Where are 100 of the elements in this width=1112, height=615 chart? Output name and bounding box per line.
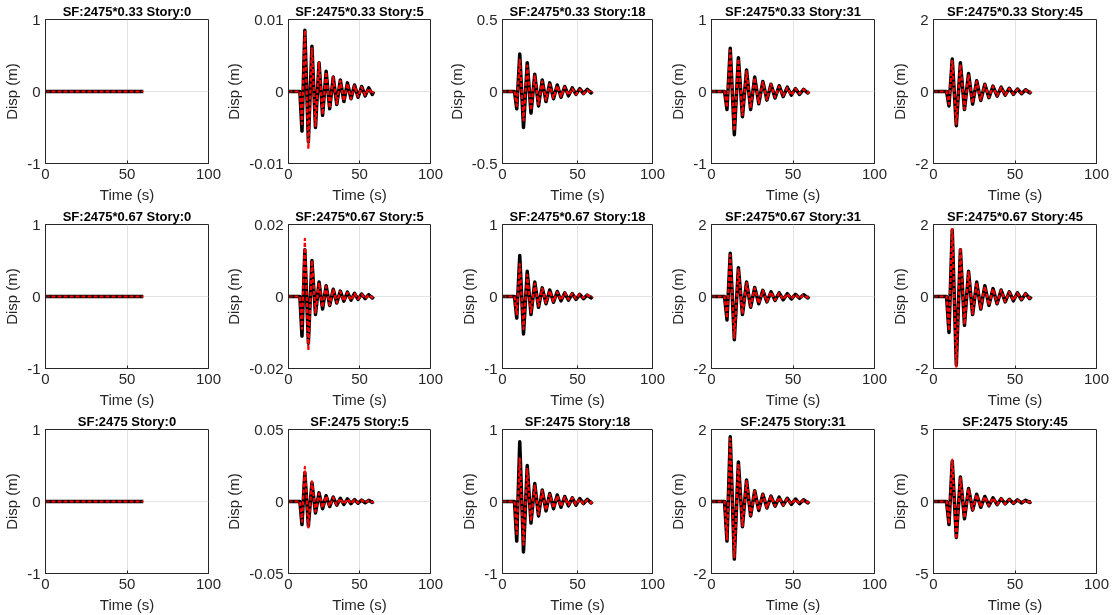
y-tick-label: 0 xyxy=(698,82,707,100)
x-tick-label: 50 xyxy=(784,164,802,182)
y-axis-title: Disp (m) xyxy=(891,268,909,325)
x-tick-label: 100 xyxy=(639,369,666,387)
x-axis-title: Time (s) xyxy=(99,185,155,203)
y-tick-label: 0.05 xyxy=(254,420,284,438)
y-tick-label: 0.5 xyxy=(476,10,498,28)
y-tick-label: 1 xyxy=(32,215,41,233)
x-tick-label: 100 xyxy=(861,574,888,592)
x-tick-label: 50 xyxy=(118,574,136,592)
y-tick-label: -1 xyxy=(484,359,498,377)
y-axis-title: Disp (m) xyxy=(3,63,21,120)
y-tick-label: 0 xyxy=(32,492,41,510)
x-tick-label: 50 xyxy=(118,164,136,182)
y-tick-label: 0 xyxy=(275,82,284,100)
x-tick-label: 50 xyxy=(569,164,586,182)
x-axis-title: Time (s) xyxy=(550,595,605,613)
y-tick-label: 0.02 xyxy=(254,215,284,233)
x-tick-label: 100 xyxy=(861,164,888,182)
chart-title: SF:2475*0.67 Story:18 xyxy=(509,208,646,224)
x-tick-label: 100 xyxy=(417,164,444,182)
x-tick-label: 50 xyxy=(784,369,802,387)
y-axis-title: Disp (m) xyxy=(225,268,243,325)
y-axis-title: Disp (m) xyxy=(669,63,687,120)
x-tick-label: 50 xyxy=(351,574,368,592)
y-tick-label: 1 xyxy=(698,10,707,28)
y-tick-label: 0 xyxy=(489,287,498,305)
x-axis-title: Time (s) xyxy=(99,390,155,408)
x-tick-label: 50 xyxy=(351,369,368,387)
y-tick-label: -0.05 xyxy=(249,564,284,582)
y-axis-title: Disp (m) xyxy=(225,473,243,530)
x-tick-label: 50 xyxy=(1006,369,1024,387)
x-axis-title: Time (s) xyxy=(332,595,387,613)
x-tick-label: 100 xyxy=(417,574,444,592)
x-tick-label: 100 xyxy=(639,574,666,592)
x-tick-label: 100 xyxy=(417,369,444,387)
chart-title: SF:2475 Story:0 xyxy=(77,413,177,429)
y-tick-label: -5 xyxy=(915,564,929,582)
y-tick-label: 0 xyxy=(489,492,498,510)
y-tick-label: -0.01 xyxy=(249,154,284,172)
y-tick-label: -2 xyxy=(915,154,929,172)
y-axis-title: Disp (m) xyxy=(891,473,909,530)
x-axis-title: Time (s) xyxy=(987,595,1043,613)
y-axis-title: Disp (m) xyxy=(669,473,687,530)
x-tick-label: 100 xyxy=(861,369,888,387)
x-axis-title: Time (s) xyxy=(765,390,821,408)
x-axis-title: Time (s) xyxy=(987,185,1043,203)
x-tick-label: 100 xyxy=(195,574,222,592)
x-tick-label: 100 xyxy=(195,164,222,182)
chart-title: SF:2475*0.67 Story:5 xyxy=(295,208,424,224)
y-axis-title: Disp (m) xyxy=(460,268,478,325)
chart-title: SF:2475*0.33 Story:18 xyxy=(509,3,646,19)
y-axis-title: Disp (m) xyxy=(891,63,909,120)
x-axis-title: Time (s) xyxy=(765,185,821,203)
y-tick-label: 0 xyxy=(32,287,41,305)
y-tick-label: 2 xyxy=(698,215,707,233)
y-tick-label: 0 xyxy=(489,82,498,100)
y-tick-label: -2 xyxy=(693,564,707,582)
chart-title: SF:2475*0.67 Story:0 xyxy=(62,208,192,224)
chart-title: SF:2475*0.33 Story:0 xyxy=(62,3,192,19)
x-tick-label: 50 xyxy=(1006,574,1024,592)
x-axis-title: Time (s) xyxy=(765,595,821,613)
y-tick-label: 1 xyxy=(489,215,498,233)
y-tick-label: 2 xyxy=(920,10,929,28)
x-axis-title: Time (s) xyxy=(550,185,605,203)
y-tick-label: -1 xyxy=(27,359,41,377)
y-tick-label: 0 xyxy=(920,82,929,100)
y-tick-label: 0 xyxy=(275,287,284,305)
y-tick-label: -1 xyxy=(693,154,707,172)
y-tick-label: -0.02 xyxy=(249,359,284,377)
x-tick-label: 50 xyxy=(569,369,586,387)
y-tick-label: 1 xyxy=(32,420,41,438)
x-axis-title: Time (s) xyxy=(99,595,155,613)
x-axis-title: Time (s) xyxy=(332,185,387,203)
y-tick-label: -1 xyxy=(484,564,498,582)
y-axis-title: Disp (m) xyxy=(3,268,21,325)
chart-title: SF:2475*0.67 Story:45 xyxy=(947,208,1083,224)
x-tick-label: 100 xyxy=(639,164,666,182)
chart-title: SF:2475*0.67 Story:31 xyxy=(725,208,861,224)
y-tick-label: -1 xyxy=(27,564,41,582)
y-axis-title: Disp (m) xyxy=(669,268,687,325)
x-axis-title: Time (s) xyxy=(332,390,387,408)
x-tick-label: 100 xyxy=(195,369,222,387)
x-tick-label: 100 xyxy=(1083,574,1110,592)
y-tick-label: -2 xyxy=(693,359,707,377)
y-tick-label: -1 xyxy=(27,154,41,172)
chart-title: SF:2475*0.33 Story:31 xyxy=(725,3,861,19)
y-tick-label: -2 xyxy=(915,359,929,377)
x-tick-label: 50 xyxy=(118,369,136,387)
chart-title: SF:2475 Story:45 xyxy=(962,413,1068,429)
x-tick-label: 50 xyxy=(351,164,368,182)
y-tick-label: 0 xyxy=(698,492,707,510)
y-tick-label: 5 xyxy=(920,420,929,438)
y-tick-label: 0.01 xyxy=(254,10,284,28)
y-tick-label: 2 xyxy=(920,215,929,233)
y-tick-label: -0.5 xyxy=(471,154,498,172)
y-tick-label: 0 xyxy=(698,287,707,305)
y-axis-title: Disp (m) xyxy=(225,63,243,120)
chart-title: SF:2475 Story:5 xyxy=(310,413,409,429)
chart-title: SF:2475 Story:18 xyxy=(524,413,631,429)
